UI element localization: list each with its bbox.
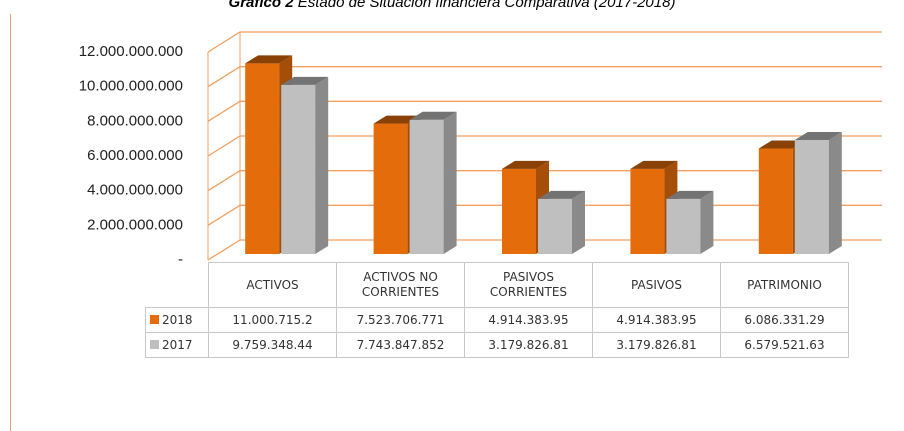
bar-top (409, 111, 457, 120)
bar-top (281, 76, 329, 85)
bar-front (666, 198, 701, 254)
data-table: ACTIVOS ACTIVOS NO CORRIENTES PASIVOS CORR… (145, 262, 849, 358)
grid-line (207, 100, 882, 122)
grid-line (207, 66, 882, 88)
bar-top (373, 115, 421, 124)
category-label: ACTIVOS (208, 262, 337, 308)
value-label: 6.086.331.29 (720, 307, 849, 333)
bar-front (630, 168, 665, 254)
value-label: 7.523.706.771 (336, 307, 465, 333)
bar-front (758, 148, 793, 254)
bar (666, 190, 714, 254)
grid-line (207, 135, 882, 157)
bar-front (281, 84, 316, 255)
bar-front (794, 139, 829, 254)
bar (281, 76, 329, 255)
y-tick-label: 4.000.000.000 (87, 182, 183, 199)
bar-top (245, 55, 293, 64)
value-label: 4.914.383.95 (464, 307, 593, 333)
bar-front (502, 168, 536, 254)
y-tick-label: 12.000.000.000 (79, 43, 183, 60)
category-label: PATRIMONIO (720, 262, 849, 308)
bar-side (315, 76, 329, 255)
value-label: 4.914.383.95 (592, 307, 721, 333)
value-label: 11.000.715.2 (208, 307, 337, 333)
value-label: 7.743.847.852 (336, 332, 465, 358)
bar-front (245, 63, 280, 254)
value-label: 9.759.348.44 (208, 332, 337, 358)
chart-title: Gráfico 2 Estado de Situación financiera… (0, 0, 904, 11)
bar (794, 131, 842, 254)
bar-top (794, 131, 842, 140)
bar (409, 111, 457, 254)
bar-side (700, 190, 714, 254)
grid-line (207, 31, 882, 53)
legend-label: 2018 (162, 312, 193, 327)
category-label: PASIVOS CORRIENTES (464, 262, 593, 308)
legend-swatch (150, 339, 159, 349)
bar (538, 190, 585, 254)
bar-side (572, 190, 585, 254)
y-tick-label: 8.000.000.000 (87, 112, 183, 129)
y-tick-label: - (178, 251, 183, 268)
bar-side (828, 131, 842, 254)
category-label: ACTIVOS NO CORRIENTES (336, 262, 465, 308)
legend-cell: 2018 (145, 307, 209, 333)
title-label: Gráfico 2 (228, 0, 294, 11)
frame-line (10, 14, 11, 431)
legend-swatch (150, 314, 159, 324)
legend-label: 2017 (162, 337, 193, 352)
bar-front (373, 123, 408, 254)
table-row: 2018 11.000.715.2 7.523.706.771 4.914.383.9… (145, 307, 849, 333)
bar-top (502, 160, 549, 169)
bar-front (409, 119, 444, 254)
bar-top (538, 190, 585, 199)
bar-top (630, 160, 678, 169)
bar-front (538, 198, 572, 254)
y-tick-label: 10.000.000.000 (79, 78, 183, 95)
value-label: 3.179.826.81 (592, 332, 721, 358)
table-row: 2017 9.759.348.44 7.743.847.852 3.179.826.8… (145, 332, 849, 358)
bar-side (443, 111, 457, 254)
legend-cell: 2017 (145, 332, 209, 358)
table-header-row: ACTIVOS ACTIVOS NO CORRIENTES PASIVOS CORR… (146, 262, 849, 308)
y-tick-label: 6.000.000.000 (87, 147, 183, 164)
value-label: 3.179.826.81 (464, 332, 593, 358)
table-corner (146, 263, 209, 308)
category-label: PASIVOS (592, 262, 721, 308)
bar-top (758, 140, 806, 149)
y-tick-label: 2.000.000.000 (87, 216, 183, 233)
title-text: Estado de Situación financiera Comparati… (297, 0, 676, 11)
value-label: 6.579.521.63 (720, 332, 849, 358)
bar-top (666, 190, 714, 199)
